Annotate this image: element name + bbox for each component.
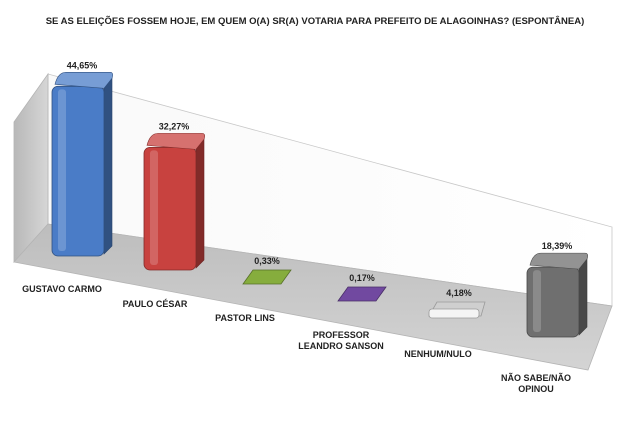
bar-side <box>195 138 205 269</box>
bar-side <box>103 77 113 255</box>
category-label: PAULO CÉSAR <box>123 299 188 309</box>
bar-2 <box>143 133 205 271</box>
category-label-line: PASTOR LINS <box>215 313 275 323</box>
value-label: 4,18% <box>446 288 472 298</box>
value-label: 32,27% <box>159 121 190 131</box>
bar-top <box>54 72 113 89</box>
bar-6 <box>526 252 588 338</box>
category-label: NENHUM/NULO <box>404 349 472 359</box>
chart-title: SE AS ELEIÇÕES FOSSEM HOJE, EM QUEM O(A)… <box>46 15 585 27</box>
bar-front <box>428 308 480 319</box>
value-labels-group: 44,65% 32,27% 0,33% 0,17% 4,18% 18,39% <box>67 60 573 298</box>
category-label: NÃO SABE/NÃO OPINOU <box>501 373 571 394</box>
category-label-line: GUSTAVO CARMO <box>22 284 102 294</box>
category-label-line: PROFESSOR <box>313 330 370 340</box>
value-label: 18,39% <box>542 241 573 251</box>
bar-top <box>146 133 205 150</box>
category-label-line: LEANDRO SANSON <box>298 341 384 351</box>
bar-3 <box>242 269 292 285</box>
bar-highlight <box>533 270 541 332</box>
bar-highlight <box>150 150 158 265</box>
bars-group <box>51 72 588 338</box>
value-label: 0,17% <box>349 273 375 283</box>
category-labels-group: GUSTAVO CARMO PAULO CÉSAR PASTOR LINS PROFE… <box>22 284 571 394</box>
bar-side <box>578 258 588 336</box>
bar-4 <box>337 286 387 302</box>
value-label: 0,33% <box>254 256 280 266</box>
category-label: PASTOR LINS <box>215 313 275 323</box>
bar-5 <box>428 301 486 319</box>
bar-tile <box>337 286 387 302</box>
bar-top <box>529 252 588 270</box>
category-label-line: NENHUM/NULO <box>404 349 472 359</box>
category-label: GUSTAVO CARMO <box>22 284 102 294</box>
category-label-line: NÃO SABE/NÃO <box>501 373 571 383</box>
value-label: 44,65% <box>67 60 98 70</box>
bar-highlight <box>58 89 66 251</box>
category-label: PROFESSOR LEANDRO SANSON <box>298 330 384 351</box>
bar-1 <box>51 72 113 257</box>
bar-tile <box>242 269 292 285</box>
category-label-line: PAULO CÉSAR <box>123 299 188 309</box>
category-label-line: OPINOU <box>518 384 554 394</box>
